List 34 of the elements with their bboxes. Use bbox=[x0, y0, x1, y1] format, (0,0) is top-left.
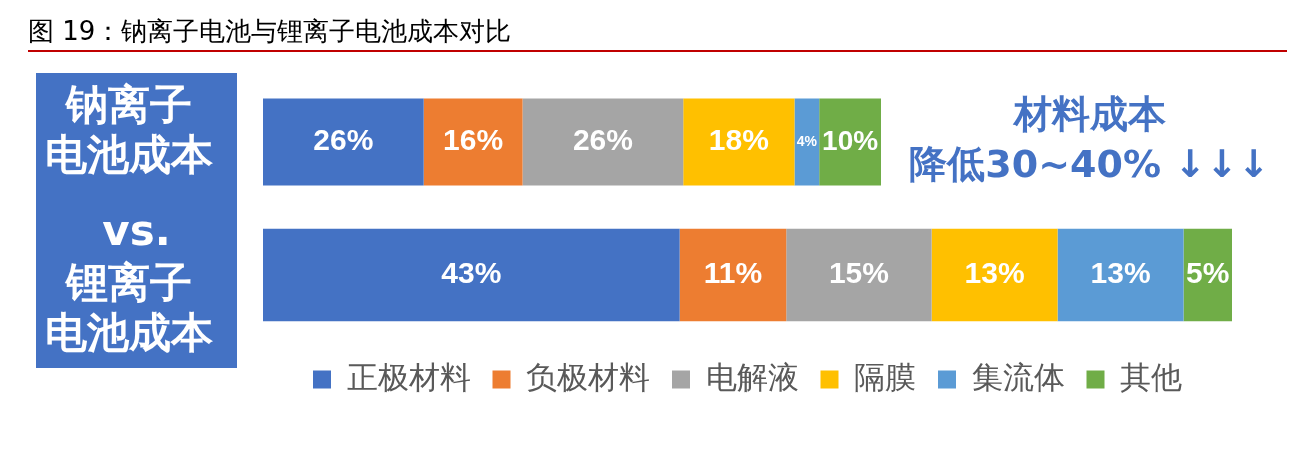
data-label: 13% bbox=[964, 256, 1025, 290]
data-label: 26% bbox=[313, 123, 374, 157]
data-label: 43% bbox=[441, 256, 502, 290]
bar bbox=[423, 98, 523, 186]
bar bbox=[263, 228, 680, 322]
bar bbox=[522, 98, 684, 186]
data-label: 16% bbox=[443, 123, 504, 157]
bar bbox=[683, 98, 795, 186]
bar bbox=[794, 98, 820, 186]
data-label: 15% bbox=[828, 256, 889, 290]
legend-label: 隔膜 bbox=[854, 358, 916, 395]
bar bbox=[679, 228, 787, 322]
legend-label: 其他 bbox=[1120, 358, 1182, 395]
bar bbox=[786, 228, 932, 322]
data-label: 10% bbox=[822, 124, 879, 156]
data-label: 13% bbox=[1090, 256, 1151, 290]
data-label: 11% bbox=[703, 256, 763, 290]
data-label: 18% bbox=[708, 123, 769, 157]
data-label: 4% bbox=[796, 132, 818, 149]
chart-title: 图 19：钠离子电池与锂离子电池成本对比 bbox=[28, 15, 512, 47]
y-tick-label: 锂离子电池成本 bbox=[44, 257, 213, 358]
bar bbox=[931, 228, 1058, 322]
legend-label: 负极材料 bbox=[526, 358, 650, 395]
text: 材料成本 bbox=[1011, 91, 1166, 136]
legend-label: 集流体 bbox=[971, 358, 1065, 395]
bar bbox=[1057, 228, 1184, 322]
data-label: 5% bbox=[1186, 256, 1230, 290]
legend-label: 正极材料 bbox=[346, 358, 471, 395]
annotation: 降低30~40% ↓↓↓ bbox=[909, 141, 1270, 186]
bar bbox=[263, 98, 424, 186]
legend-label: 电解液 bbox=[705, 358, 799, 395]
y-tick-label: 钠离子电池成本 bbox=[44, 79, 213, 180]
text: vs. bbox=[102, 205, 171, 255]
data-label: 26% bbox=[572, 123, 633, 157]
